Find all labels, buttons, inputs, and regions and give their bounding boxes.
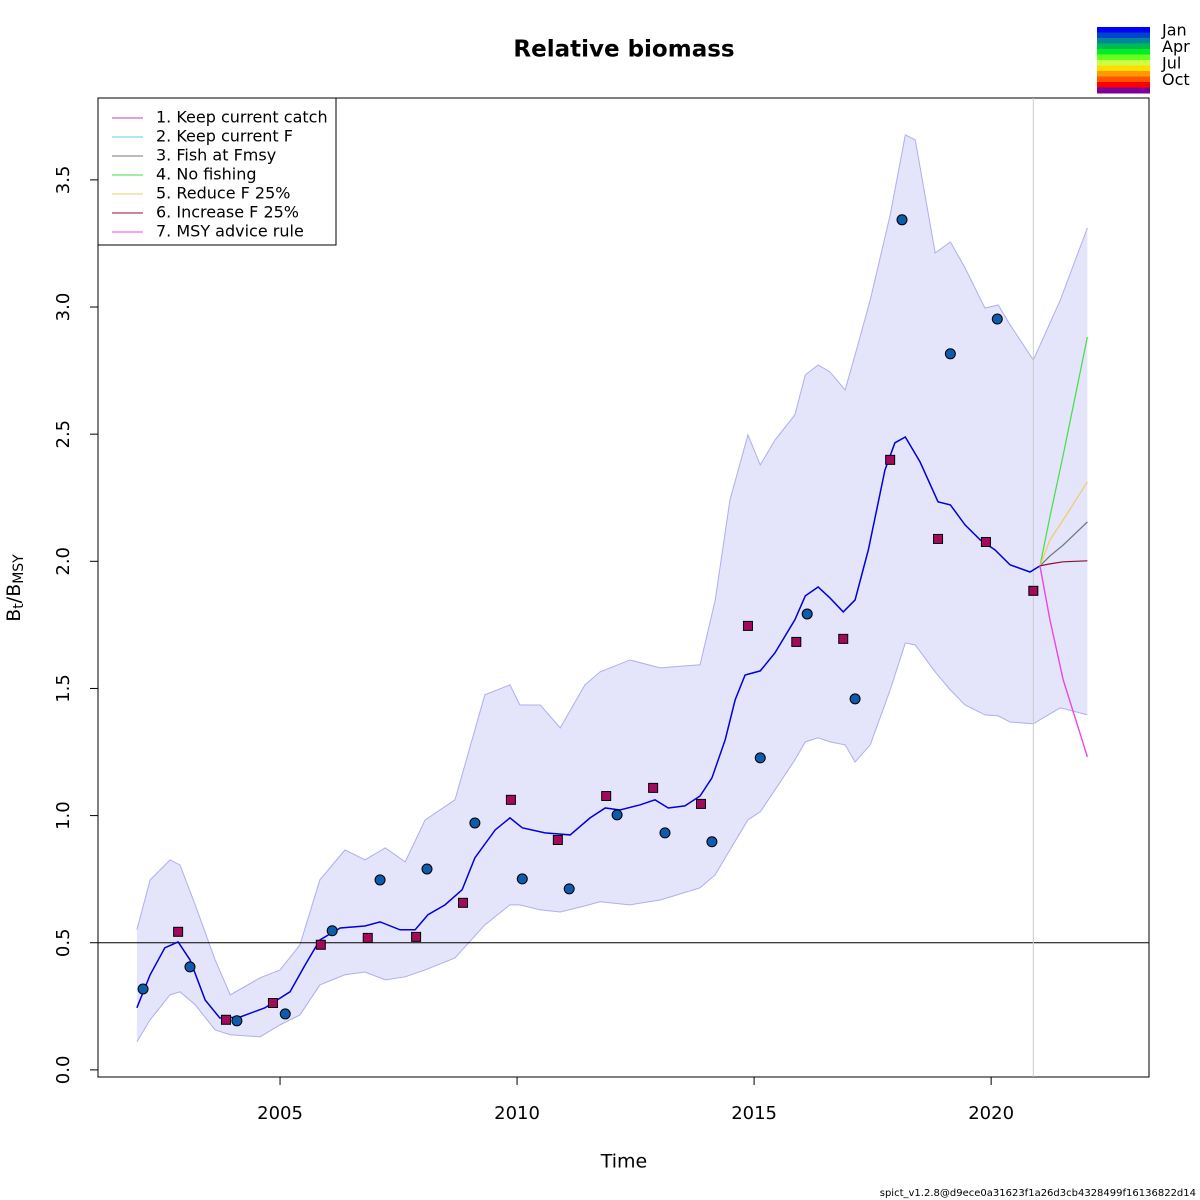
plot-frame (97, 97, 1150, 1078)
observation-point (885, 454, 896, 465)
forecast-line (1039, 560, 1088, 567)
observation-point (742, 620, 753, 631)
observation-point (220, 1014, 231, 1025)
season-swatch (1097, 43, 1150, 50)
observation-point (838, 633, 849, 644)
observation-point (754, 752, 766, 764)
observation-point (552, 835, 563, 846)
observation-point (267, 998, 278, 1009)
season-swatch (1097, 54, 1150, 61)
season-swatch (1097, 71, 1150, 77)
observation-point (362, 932, 373, 943)
y-axis-label: Bt/BMSY (3, 554, 28, 622)
legend-box (97, 97, 337, 246)
y-tick-label: 3.0 (53, 293, 74, 322)
season-swatch (1097, 65, 1150, 72)
legend-label: 5. Reduce F 25% (156, 184, 290, 203)
season-label: Jan (1161, 21, 1187, 40)
legend-label: 4. No fishing (156, 165, 257, 184)
observation-point (696, 798, 707, 809)
legend-label: 3. Fish at Fmsy (156, 146, 276, 165)
legend-label: 6. Increase F 25% (156, 203, 299, 222)
y-label-sub: MSY (11, 554, 27, 584)
y-tick-label: 3.5 (53, 166, 74, 195)
observation-point (1028, 585, 1039, 596)
legend-label: 1. Keep current catch (156, 108, 328, 127)
observation-point (849, 693, 861, 705)
observation-point (137, 983, 149, 995)
x-tick-label: 2020 (968, 1103, 1014, 1124)
x-tick-label: 2010 (494, 1103, 540, 1124)
confidence-band (136, 134, 1088, 1042)
observation-point (231, 1015, 243, 1027)
y-label-part: /B (3, 584, 25, 603)
season-swatch (1097, 38, 1150, 44)
observation-point (991, 313, 1003, 325)
season-swatch (1097, 49, 1150, 55)
observation-point (659, 827, 671, 839)
x-axis-label: Time (600, 1151, 648, 1173)
forecast-line (1039, 565, 1088, 758)
observation-point (801, 608, 813, 620)
observation-point (421, 863, 433, 875)
season-label: Apr (1162, 37, 1190, 56)
legend-label: 2. Keep current F (156, 127, 293, 146)
observation-point (326, 925, 338, 937)
band-upper (136, 134, 1088, 996)
forecast-line (1039, 481, 1088, 567)
season-swatch (1097, 87, 1150, 94)
y-tick-label: 0.5 (53, 928, 74, 957)
observation-point (601, 791, 612, 802)
band-lower (136, 642, 1088, 1043)
observation-point (279, 1008, 291, 1020)
y-tick-label: 2.0 (53, 547, 74, 576)
observation-point (706, 836, 718, 848)
observation-point (648, 782, 659, 793)
observation-point (184, 961, 196, 973)
season-label: Oct (1162, 70, 1190, 89)
observation-point (611, 809, 623, 821)
legend-label: 7. MSY advice rule (156, 222, 304, 241)
footer: spict_v1.2.8@d9ece0a31623f1a26d3cb432849… (880, 1188, 1196, 1199)
x-tick-label: 2015 (731, 1103, 777, 1124)
estimate-line (136, 435, 1041, 1019)
observation-point (944, 348, 956, 360)
season-swatch (1097, 76, 1150, 83)
y-tick-label: 2.5 (53, 420, 74, 449)
observation-point (458, 897, 469, 908)
observation-point (374, 874, 386, 886)
y-tick-label: 1.5 (53, 674, 74, 703)
y-label-part: B (3, 609, 25, 622)
season-swatch (1097, 27, 1150, 33)
y-tick-label: 0.0 (53, 1056, 74, 1085)
observation-point (505, 794, 516, 805)
observation-point (469, 817, 481, 829)
observation-point (896, 214, 908, 226)
forecast-line (1039, 336, 1088, 567)
observation-point (791, 636, 802, 647)
observation-point (563, 883, 575, 895)
observation-point (411, 931, 422, 942)
y-label-sub: t (11, 603, 27, 609)
observation-point (933, 533, 944, 544)
x-tick-label: 2005 (257, 1103, 303, 1124)
season-swatch (1097, 82, 1150, 88)
season-swatch (1097, 32, 1150, 39)
forecast-line (1039, 521, 1088, 567)
season-swatch (1097, 60, 1150, 66)
chart-title: Relative biomass (513, 37, 734, 63)
observation-point (980, 536, 991, 547)
observation-point (173, 926, 184, 937)
observation-point (516, 873, 528, 885)
season-label: Jul (1161, 54, 1181, 73)
observation-point (315, 939, 326, 950)
y-tick-label: 1.0 (53, 801, 74, 830)
